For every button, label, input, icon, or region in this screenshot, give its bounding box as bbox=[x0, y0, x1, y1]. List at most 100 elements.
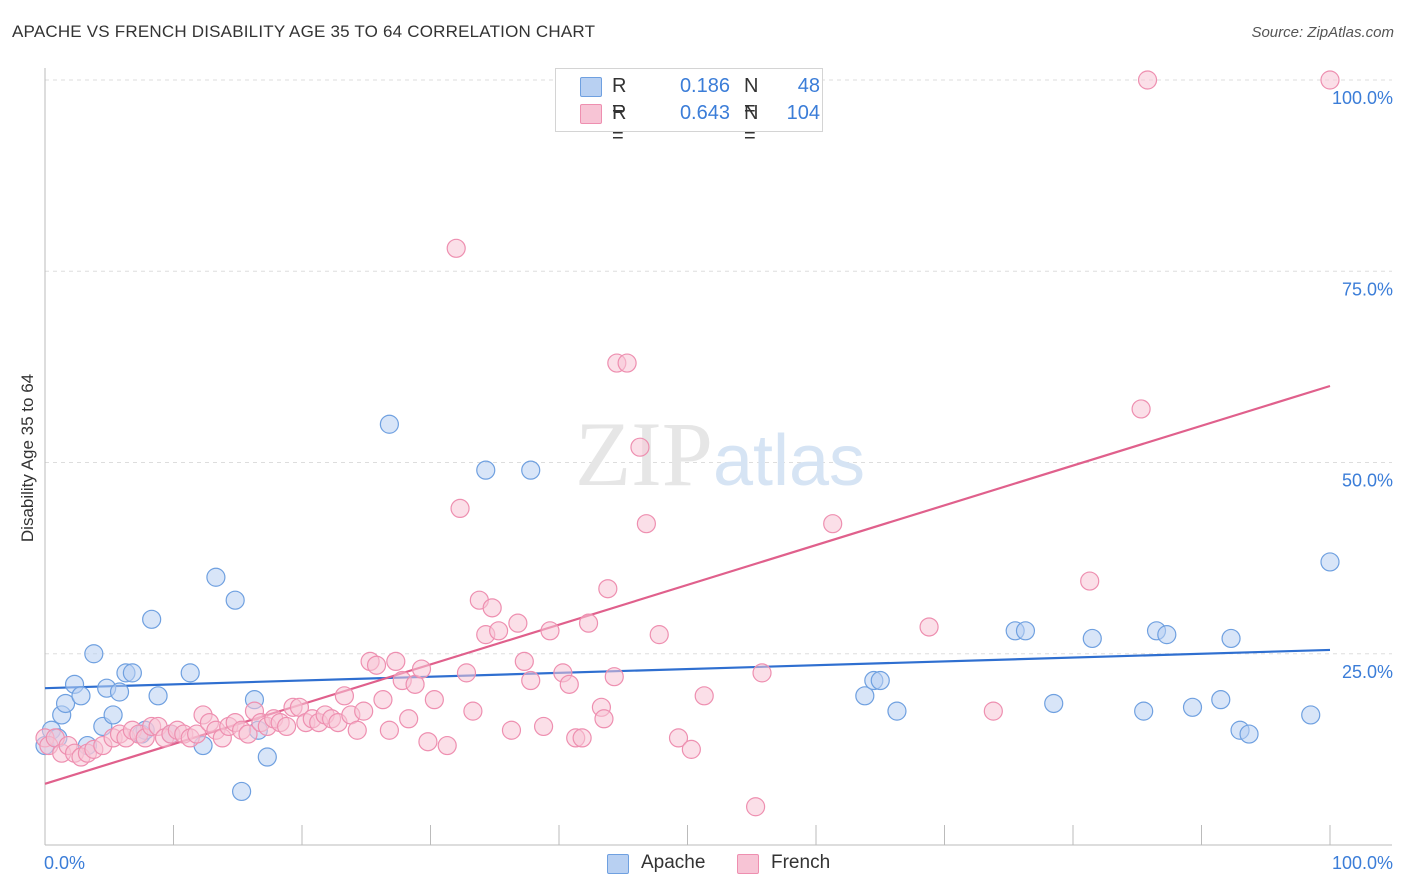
axes bbox=[44, 68, 1392, 846]
french-point bbox=[187, 724, 207, 744]
apache-point bbox=[855, 686, 875, 706]
french-point bbox=[386, 651, 406, 672]
french-point bbox=[373, 690, 393, 710]
apache-point bbox=[142, 609, 162, 629]
n-label: N = bbox=[744, 102, 759, 147]
french-legend-label: French bbox=[771, 852, 831, 873]
apache-point bbox=[109, 682, 130, 702]
french-point bbox=[540, 621, 560, 641]
apache-point bbox=[84, 644, 104, 664]
apache-point bbox=[1044, 693, 1064, 714]
y-tick-label: 50.0% bbox=[1342, 471, 1393, 491]
french-point bbox=[482, 598, 502, 618]
french-point bbox=[617, 353, 637, 373]
french-point bbox=[379, 720, 399, 740]
apache-point bbox=[232, 781, 252, 802]
french-point bbox=[1080, 571, 1100, 591]
french-point bbox=[450, 498, 470, 518]
apache-point bbox=[1157, 625, 1177, 645]
n-value: 48 bbox=[797, 75, 820, 97]
apache-point bbox=[1239, 724, 1259, 744]
french-point bbox=[594, 709, 614, 729]
french-point bbox=[463, 701, 483, 721]
apache-point bbox=[1301, 705, 1321, 725]
r-label: R = bbox=[612, 102, 627, 147]
tick-labels: 25.0% 50.0% 75.0% 100.0% 0.0% 100.0% bbox=[44, 88, 1393, 873]
y-tick-label: 75.0% bbox=[1342, 279, 1393, 299]
apache-point bbox=[1134, 701, 1154, 721]
french-legend-swatch bbox=[737, 854, 759, 874]
n-label: N = bbox=[744, 75, 759, 120]
apache-swatch bbox=[580, 77, 602, 97]
french-point bbox=[630, 437, 650, 457]
apache-point bbox=[887, 701, 907, 721]
stats-legend: R = 0.186 N = 48 R = 0.643 N = 104 bbox=[555, 68, 823, 147]
apache-trend-line bbox=[44, 648, 1331, 690]
x-tick-label-min: 0.0% bbox=[44, 853, 85, 873]
data-points bbox=[35, 70, 1340, 817]
french-point bbox=[668, 728, 689, 748]
apache-point bbox=[148, 686, 168, 706]
apache-point bbox=[257, 747, 277, 767]
apache-point bbox=[1221, 628, 1241, 649]
apache-legend-label: Apache bbox=[641, 852, 706, 873]
apache-point bbox=[55, 693, 76, 714]
r-label: R = bbox=[612, 75, 627, 120]
french-point bbox=[501, 720, 522, 740]
french-point bbox=[424, 690, 444, 710]
apache-legend-swatch bbox=[607, 854, 629, 874]
french-point bbox=[752, 663, 772, 683]
watermark-atlas: atlas bbox=[713, 421, 865, 501]
french-point bbox=[276, 716, 297, 737]
apache-point bbox=[225, 590, 245, 610]
french-point bbox=[694, 686, 714, 706]
french-point bbox=[489, 621, 509, 641]
r-value: 0.643 bbox=[679, 102, 730, 124]
chart-title: APACHE VS FRENCH DISABILITY AGE 35 TO 64… bbox=[12, 22, 596, 41]
french-point bbox=[1320, 70, 1340, 90]
french-point bbox=[446, 238, 466, 258]
apache-point bbox=[103, 705, 123, 725]
french-point bbox=[418, 732, 438, 752]
french-swatch bbox=[580, 104, 602, 124]
y-tick-label: 25.0% bbox=[1342, 662, 1393, 682]
french-point bbox=[521, 670, 541, 691]
apache-point bbox=[122, 663, 142, 683]
apache-point bbox=[1015, 621, 1036, 641]
french-point bbox=[636, 514, 656, 534]
french-point bbox=[604, 667, 624, 687]
apache-point bbox=[1082, 628, 1102, 649]
french-point bbox=[572, 728, 592, 748]
french-point bbox=[508, 613, 528, 633]
apache-point bbox=[870, 670, 890, 691]
apache-point bbox=[379, 414, 399, 434]
french-point bbox=[681, 739, 701, 759]
french-point bbox=[598, 579, 618, 599]
apache-point bbox=[206, 567, 226, 587]
x-tick-label-max: 100.0% bbox=[1332, 853, 1393, 873]
french-point bbox=[354, 701, 374, 721]
french-point bbox=[823, 514, 843, 534]
french-point bbox=[399, 709, 419, 729]
n-value: 104 bbox=[786, 102, 820, 124]
french-point bbox=[334, 686, 355, 706]
french-point bbox=[746, 797, 766, 817]
french-point bbox=[411, 659, 432, 679]
french-point bbox=[533, 716, 554, 737]
french-point bbox=[514, 651, 534, 672]
apache-point bbox=[1320, 552, 1340, 572]
french-point bbox=[1137, 70, 1158, 90]
french-point bbox=[437, 735, 457, 756]
apache-point bbox=[521, 460, 541, 480]
french-point bbox=[238, 724, 258, 744]
chart-source: Source: ZipAtlas.com bbox=[1251, 24, 1394, 41]
gridlines bbox=[45, 79, 1392, 655]
french-point bbox=[366, 655, 387, 675]
french-point bbox=[559, 674, 579, 694]
apache-point bbox=[476, 460, 496, 480]
y-tick-label: 100.0% bbox=[1332, 88, 1393, 108]
french-point bbox=[983, 701, 1003, 721]
apache-point bbox=[180, 663, 200, 683]
french-point bbox=[1131, 399, 1151, 419]
